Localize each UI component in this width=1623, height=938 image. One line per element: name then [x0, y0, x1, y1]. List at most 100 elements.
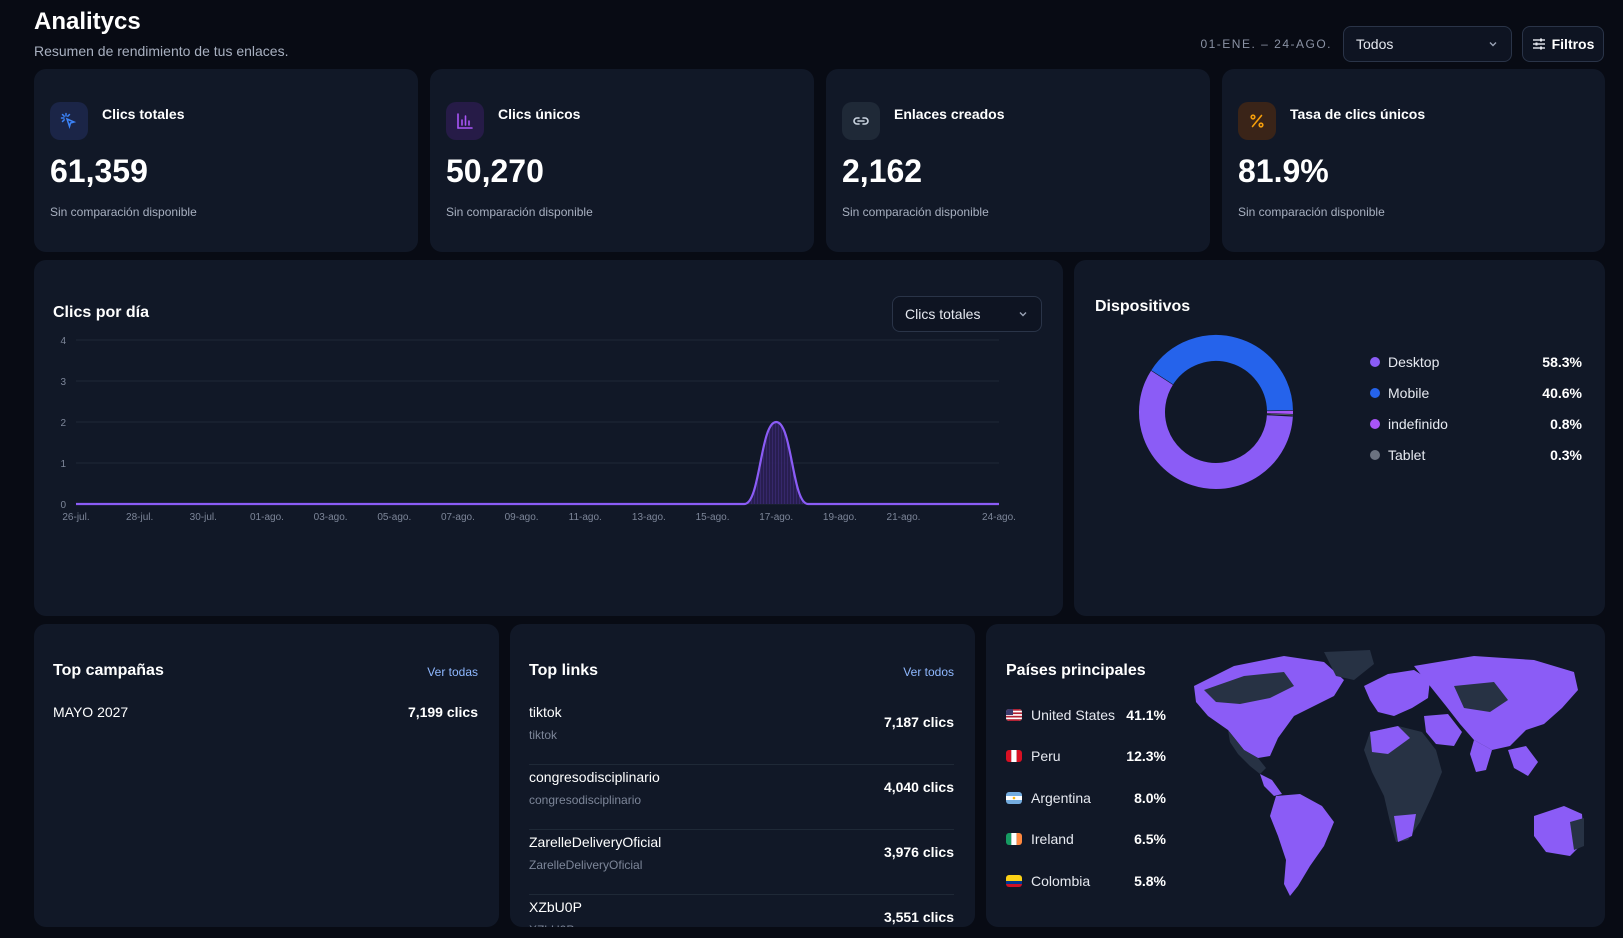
map-region-india	[1470, 740, 1492, 772]
list-item[interactable]: Ireland 6.5%	[1006, 819, 1166, 861]
list-item[interactable]: Peru 12.3%	[1006, 736, 1166, 778]
ireland-flag-icon	[1006, 833, 1022, 846]
map-region-south-america	[1270, 794, 1334, 896]
kpi-note: Sin comparación disponible	[446, 205, 593, 219]
legend-value: 0.3%	[1550, 446, 1582, 463]
kpi-note: Sin comparación disponible	[1238, 205, 1385, 219]
legend-label: Mobile	[1388, 384, 1430, 401]
table-row[interactable]: ZarelleDeliveryOficial ZarelleDeliveryOfi…	[529, 830, 954, 895]
us-flag-icon	[1006, 708, 1022, 721]
country-pct: 8.0%	[1134, 789, 1166, 806]
devices-title: Dispositivos	[1095, 298, 1191, 315]
view-all-links-link[interactable]: Ver todos	[903, 665, 954, 679]
legend-item[interactable]: Tablet 0.3%	[1370, 439, 1582, 470]
colombia-flag-icon	[1006, 874, 1022, 887]
legend-label: Tablet	[1388, 446, 1426, 463]
filters-button[interactable]: Filtros	[1522, 26, 1604, 62]
legend-item[interactable]: Mobile 40.6%	[1370, 377, 1582, 408]
kpi-note: Sin comparación disponible	[50, 205, 197, 219]
country-pct: 12.3%	[1126, 748, 1166, 765]
x-tick-label: 21-ago.	[887, 512, 921, 523]
map-region-north-africa	[1370, 726, 1410, 754]
kpi-card-total-clicks: Clics totales 61,359 Sin comparación dis…	[34, 69, 418, 252]
x-tick-label: 11-ago.	[569, 512, 602, 523]
legend-item[interactable]: indefinido 0.8%	[1370, 408, 1582, 439]
legend-label: indefinido	[1388, 415, 1448, 432]
list-item[interactable]: MAYO 2027 7,199 clics	[53, 704, 478, 720]
legend-dot	[1370, 418, 1380, 429]
country-name: United States	[1031, 706, 1116, 723]
list-item[interactable]: United States 41.1%	[1006, 694, 1166, 736]
x-tick-label: 19-ago.	[823, 512, 857, 523]
map-region-south-africa	[1394, 814, 1416, 842]
page-title: Analitycs	[34, 8, 141, 35]
kpi-label: Clics únicos	[498, 106, 581, 122]
map-region-africa	[1364, 726, 1442, 842]
percent-icon	[1238, 102, 1276, 140]
list-item[interactable]: Colombia 5.8%	[1006, 860, 1166, 902]
map-region-canada-north	[1204, 672, 1294, 704]
legend-item[interactable]: Desktop 58.3%	[1370, 346, 1582, 377]
filter-select[interactable]: Todos	[1343, 26, 1512, 62]
top-countries-card: Países principales United States 41.1% Per…	[986, 624, 1605, 927]
filter-select-value: Todos	[1356, 36, 1394, 52]
table-row[interactable]: congresodisciplinario congresodisciplinar…	[529, 765, 954, 830]
country-pct: 5.8%	[1134, 872, 1166, 889]
clicks-line-chart: 0 1 2 3 4 26-jul. 28-jul. 30-jul. 01-ago. 03-ago…	[60, 336, 1016, 523]
links-title: Top links	[529, 662, 599, 679]
campaigns-title: Top campañas	[53, 662, 164, 679]
map-region-usa-south	[1228, 730, 1266, 774]
kpi-label: Tasa de clics únicos	[1290, 106, 1426, 122]
table-row[interactable]: XZbU0P XZbU0P 3,551 clics	[529, 895, 954, 927]
map-region-central-america	[1260, 774, 1282, 796]
series-area	[76, 422, 999, 504]
list-item[interactable]: Argentina 8.0%	[1006, 777, 1166, 819]
legend-value: 0.8%	[1550, 415, 1582, 432]
legend-dot	[1370, 387, 1380, 398]
view-all-campaigns-link[interactable]: Ver todas	[427, 665, 478, 679]
x-tick-label: 24-ago.	[982, 512, 1016, 523]
series-line[interactable]	[76, 420, 999, 506]
legend-label: Desktop	[1388, 353, 1440, 370]
kpi-note: Sin comparación disponible	[842, 205, 989, 219]
kpi-value: 2,162	[842, 153, 923, 189]
x-tick-label: 13-ago.	[632, 512, 666, 523]
kpi-label: Clics totales	[102, 106, 185, 122]
legend-dot	[1370, 356, 1380, 367]
kpi-card-unique-clicks: Clics únicos 50,270 Sin comparación disp…	[430, 69, 814, 252]
country-name: Peru	[1031, 748, 1061, 765]
table-row[interactable]: tiktok tiktok 7,187 clics	[529, 700, 954, 765]
country-name: Argentina	[1031, 789, 1091, 806]
countries-title: Países principales	[1006, 662, 1146, 679]
metric-select-value: Clics totales	[905, 306, 981, 322]
link-slug: XZbU0P	[529, 923, 574, 927]
map-region-southeast-asia	[1508, 746, 1538, 776]
map-region-greenland	[1324, 650, 1374, 680]
y-tick-label: 1	[60, 459, 66, 470]
country-pct: 41.1%	[1126, 706, 1166, 723]
donut-separator	[1266, 414, 1293, 417]
kpi-card-links-created: Enlaces creados 2,162 Sin comparación di…	[826, 69, 1210, 252]
map-region-australia	[1534, 806, 1584, 856]
devices-legend: Desktop 58.3% Mobile 40.6% indefinido 0.8% Tab…	[1370, 346, 1582, 470]
countries-list: United States 41.1% Peru 12.3% Argentina 8.0%…	[1006, 694, 1166, 902]
map-region-europe	[1364, 670, 1430, 716]
metric-select[interactable]: Clics totales	[892, 296, 1042, 332]
link-clicks: 3,976 clics	[883, 844, 954, 860]
x-tick-label: 07-ago.	[441, 512, 475, 523]
top-campaigns-card: Top campañas Ver todas MAYO 2027 7,199 c…	[34, 624, 499, 927]
map-region-central-asia	[1454, 682, 1508, 712]
chevron-down-icon	[1489, 42, 1497, 47]
campaign-name: MAYO 2027	[53, 704, 129, 720]
donut-slice-desktop[interactable]	[1139, 370, 1293, 489]
date-range-label[interactable]: 01-ENE. – 24-AGO.	[1200, 37, 1332, 51]
world-map	[1194, 650, 1584, 896]
link-name: ZarelleDeliveryOficial	[529, 834, 662, 850]
map-region-north-america	[1194, 656, 1344, 758]
bar-chart-icon	[446, 102, 484, 140]
donut-slice-mobile[interactable]	[1151, 335, 1293, 412]
legend-value: 58.3%	[1542, 353, 1582, 370]
x-tick-label: 03-ago.	[314, 512, 348, 523]
kpi-card-unique-rate: Tasa de clics únicos 81.9% Sin comparaci…	[1222, 69, 1605, 252]
